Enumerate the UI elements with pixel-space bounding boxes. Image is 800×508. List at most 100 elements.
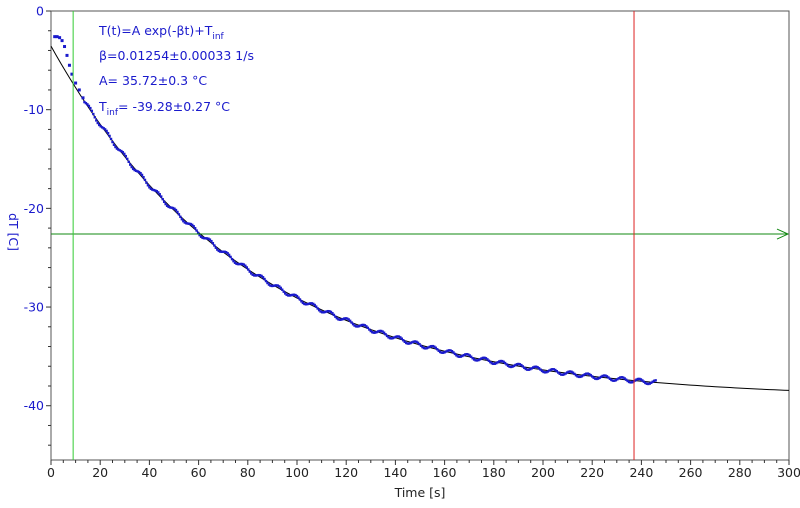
data-point [421, 345, 424, 349]
data-point [146, 184, 150, 187]
data-point [343, 317, 346, 320]
data-point [238, 262, 241, 266]
data-point [211, 241, 215, 245]
annotation-tinf-subscript: inf [107, 108, 119, 118]
data-point [145, 181, 148, 184]
data-point [131, 167, 135, 171]
data-point [576, 375, 579, 378]
data-point [312, 302, 315, 306]
data-point [548, 369, 551, 372]
data-point [415, 340, 418, 344]
data-point [278, 285, 281, 288]
data-point [540, 369, 544, 373]
data-point [616, 378, 619, 381]
data-point [500, 359, 504, 363]
data-point [592, 376, 595, 379]
data-point [195, 229, 198, 232]
data-point [589, 373, 592, 377]
data-point [86, 103, 89, 106]
x-tick-label: 160 [433, 465, 457, 480]
data-point [642, 380, 646, 383]
data-point [121, 151, 125, 154]
data-point [577, 375, 581, 379]
data-point [162, 200, 166, 203]
data-point [134, 169, 138, 173]
data-point [595, 377, 598, 381]
data-point [475, 359, 479, 362]
data-point [531, 366, 535, 369]
data-point [157, 191, 160, 194]
data-point [270, 284, 274, 288]
data-point [133, 168, 136, 172]
data-point [561, 373, 564, 376]
data-point [191, 223, 194, 227]
data-point [344, 317, 347, 320]
data-point [233, 261, 237, 264]
data-point [542, 370, 545, 374]
data-point [433, 345, 436, 348]
annotation-model-main: T(t)=A exp(-βt)+T [98, 23, 213, 38]
data-point [403, 340, 406, 343]
data-point [362, 323, 365, 327]
data-point [555, 369, 558, 373]
data-point [602, 374, 606, 377]
data-point [340, 318, 343, 321]
data-point [67, 63, 71, 67]
data-point [379, 329, 383, 333]
data-point [242, 263, 246, 266]
data-point [168, 206, 172, 209]
data-point [434, 346, 437, 349]
data-point [182, 219, 185, 223]
data-point [562, 373, 566, 376]
data-point [244, 264, 247, 267]
data-point [170, 206, 173, 209]
data-point [368, 328, 371, 331]
data-point [248, 270, 251, 273]
x-tick-label: 240 [629, 465, 653, 480]
annotation-model-subscript: inf [212, 32, 224, 42]
data-point [347, 318, 350, 321]
data-point [136, 170, 139, 173]
data-point [106, 131, 110, 135]
data-point [148, 186, 151, 189]
data-point [301, 301, 305, 305]
data-point [95, 119, 98, 122]
data-point [235, 262, 238, 265]
data-point [55, 35, 59, 39]
data-point [183, 221, 187, 224]
data-point [496, 361, 499, 364]
data-point [288, 294, 291, 297]
data-point [96, 121, 99, 125]
data-point [139, 171, 142, 175]
data-point [303, 302, 306, 306]
data-point [204, 237, 207, 240]
data-point [394, 335, 398, 338]
x-tick-label: 0 [47, 465, 55, 480]
data-point [487, 359, 491, 362]
data-point [90, 109, 94, 113]
data-point [633, 379, 637, 382]
data-point [638, 377, 641, 381]
data-point [105, 129, 108, 133]
data-point [84, 101, 88, 105]
data-point [441, 351, 445, 354]
data-point [289, 294, 293, 297]
data-point [112, 143, 116, 147]
data-point [100, 126, 104, 129]
data-point [443, 351, 446, 354]
measured-data-layer [53, 35, 657, 386]
data-point [334, 315, 337, 318]
data-point [264, 279, 268, 283]
data-point [366, 326, 370, 330]
data-point [467, 353, 470, 356]
data-point [387, 336, 390, 339]
data-point [505, 363, 508, 366]
data-point [381, 330, 384, 333]
data-point [427, 346, 430, 349]
data-point [137, 170, 141, 174]
x-tick-label: 20 [92, 465, 108, 480]
data-point [198, 233, 201, 237]
data-point [348, 319, 352, 323]
data-point [461, 354, 464, 358]
